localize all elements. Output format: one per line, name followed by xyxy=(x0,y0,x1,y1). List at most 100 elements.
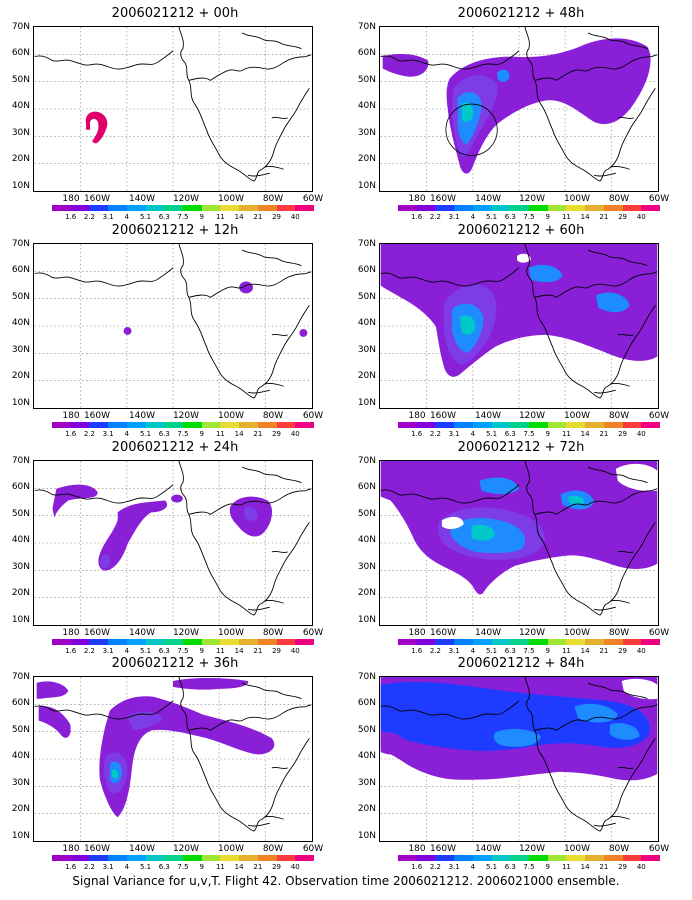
colorbar-swatch xyxy=(416,422,436,428)
colorbar-label: 29 xyxy=(618,213,628,221)
panel-title: 2006021212 + 24h xyxy=(111,440,239,455)
colorbar-swatch xyxy=(416,855,436,861)
colorbar-swatch xyxy=(164,855,184,861)
colorbar-swatch xyxy=(398,855,417,861)
signal-region xyxy=(461,102,474,122)
lat-label: 40N xyxy=(11,101,30,111)
colorbar-label: 40 xyxy=(636,647,646,655)
colorbar-swatch xyxy=(89,422,109,428)
colorbar-label: 29 xyxy=(272,430,282,438)
colorbar-swatch xyxy=(295,205,315,211)
colorbar-swatch xyxy=(510,422,530,428)
colorbar-swatch xyxy=(89,639,109,645)
colorbar-label: 6.3 xyxy=(504,213,516,221)
colorbar-swatch xyxy=(89,205,109,211)
panel-title: 2006021212 + 00h xyxy=(111,6,239,21)
colorbar-label: 1.6 xyxy=(65,863,77,871)
map-frame xyxy=(33,26,313,192)
lon-label: 160W xyxy=(429,844,457,854)
colorbar-swatch xyxy=(201,422,221,428)
colorbar-label: 14 xyxy=(580,863,590,871)
colorbar-label: 29 xyxy=(618,430,628,438)
coastline xyxy=(380,677,658,832)
colorbar-label: 7.5 xyxy=(523,213,535,221)
colorbar xyxy=(398,205,661,211)
colorbar-swatch xyxy=(603,855,623,861)
signal-region xyxy=(517,253,531,263)
colorbar-swatch xyxy=(435,855,455,861)
colorbar-swatch xyxy=(108,639,127,645)
map-plot xyxy=(380,677,658,841)
lon-label: 80W xyxy=(608,628,630,638)
signal-region xyxy=(528,264,563,283)
signal-region xyxy=(380,681,651,751)
colorbar-swatch xyxy=(89,855,109,861)
lat-label: 50N xyxy=(11,292,30,302)
lat-label: 60N xyxy=(11,265,30,275)
lon-label: 80W xyxy=(262,194,284,204)
colorbar-swatch xyxy=(529,422,548,428)
colorbar-swatch xyxy=(70,422,90,428)
lat-label: 20N xyxy=(357,154,376,164)
colorbar-label: 3.1 xyxy=(102,863,114,871)
coastline xyxy=(34,27,312,182)
signal-region xyxy=(459,315,476,335)
colorbar-label: 4 xyxy=(470,863,476,871)
lon-label: 60W xyxy=(302,194,324,204)
lat-label: 60N xyxy=(11,482,30,492)
lat-label: 30N xyxy=(357,778,376,788)
lon-label: 100W xyxy=(563,628,591,638)
colorbar-swatch xyxy=(510,205,530,211)
lon-label: 180 xyxy=(408,194,426,204)
colorbar-label: 11 xyxy=(561,863,571,871)
map-frame xyxy=(33,243,313,409)
panel-title: 2006021212 + 48h xyxy=(457,6,585,21)
signal-region xyxy=(38,706,71,738)
colorbar-swatch xyxy=(126,855,146,861)
colorbar-swatch xyxy=(472,422,492,428)
lon-label: 60W xyxy=(648,628,670,638)
signal-region xyxy=(380,731,409,755)
lon-label: 120W xyxy=(518,194,546,204)
lat-label: 60N xyxy=(357,698,376,708)
colorbar-swatch xyxy=(454,205,473,211)
colorbar-swatch xyxy=(622,205,642,211)
lon-label: 180 xyxy=(62,628,80,638)
colorbar-swatch xyxy=(547,855,567,861)
lon-label: 80W xyxy=(608,194,630,204)
colorbar-label: 9 xyxy=(199,430,204,438)
lon-label: 160W xyxy=(429,411,457,421)
signal-region xyxy=(171,494,183,503)
colorbar-label: 5.1 xyxy=(485,213,498,221)
signal-region xyxy=(568,495,585,505)
colorbar-swatch xyxy=(491,422,511,428)
colorbar-label: 4 xyxy=(470,430,476,438)
lon-label: 80W xyxy=(262,411,284,421)
colorbar-swatch xyxy=(70,855,90,861)
coastline xyxy=(34,461,312,616)
colorbar-label: 4 xyxy=(124,430,130,438)
lat-label: 40N xyxy=(357,535,376,545)
colorbar-label: 5.1 xyxy=(139,863,152,871)
lon-label: 100W xyxy=(217,628,245,638)
lat-label: 30N xyxy=(11,562,30,572)
map-plot xyxy=(380,244,658,408)
colorbar-label: 7.5 xyxy=(523,863,535,871)
colorbar-swatch xyxy=(435,422,455,428)
lat-label: 40N xyxy=(357,101,376,111)
colorbar-label: 2.2 xyxy=(429,430,441,438)
map-plot xyxy=(34,461,312,625)
colorbar-swatch xyxy=(239,855,258,861)
colorbar-swatch xyxy=(510,639,530,645)
lon-label: 80W xyxy=(262,844,284,854)
colorbar-swatch xyxy=(435,639,455,645)
colorbar-label: 29 xyxy=(618,647,628,655)
colorbar-label: 3.1 xyxy=(448,430,460,438)
colorbar-label: 9 xyxy=(199,213,204,221)
lat-label: 30N xyxy=(357,128,376,138)
lat-label: 10N xyxy=(11,181,30,191)
colorbar-label: 9 xyxy=(545,647,550,655)
lat-label: 10N xyxy=(357,398,376,408)
colorbar-swatch xyxy=(70,205,90,211)
signal-region xyxy=(123,326,132,335)
